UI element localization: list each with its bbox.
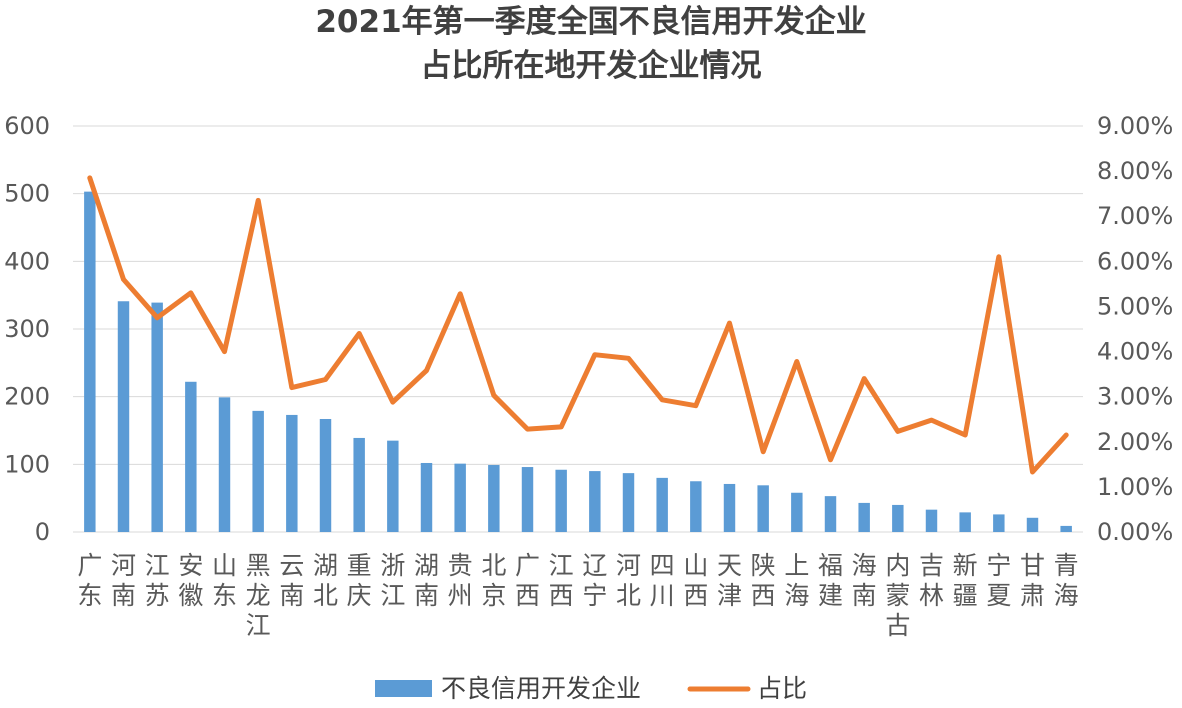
bar — [454, 463, 466, 532]
x-category-label: 天津 — [717, 551, 742, 610]
x-category-label: 浙江 — [380, 551, 405, 610]
x-category-label: 广东 — [77, 551, 102, 610]
legend-bar-label: 不良信用开发企业 — [441, 674, 641, 703]
bar — [117, 301, 130, 532]
legend-line-label: 占比 — [757, 674, 807, 703]
y-right-tick-label: 1.00% — [1097, 473, 1173, 501]
y-right-tick-label: 6.00% — [1097, 247, 1173, 275]
y-left-tick-label: 200 — [4, 383, 50, 411]
chart-subtitle: 占比所在地开发企业情况 — [420, 48, 762, 84]
bar — [1026, 517, 1039, 532]
bar — [993, 514, 1005, 532]
x-category-label: 贵州 — [448, 551, 473, 610]
bar — [218, 397, 231, 532]
bar — [252, 410, 264, 532]
bar — [1060, 525, 1072, 532]
x-category-label: 重庆 — [347, 551, 372, 610]
bar — [892, 504, 904, 532]
bar — [555, 469, 567, 532]
bar — [925, 509, 938, 532]
bar — [690, 481, 702, 532]
bar — [420, 462, 433, 532]
y-left-tick-label: 100 — [4, 450, 50, 478]
line-series-ratio — [87, 175, 1069, 475]
x-category-label: 四川 — [650, 551, 675, 610]
bar — [353, 437, 365, 532]
y-right-tick-label: 3.00% — [1097, 383, 1173, 411]
bar — [387, 440, 399, 532]
x-category-label: 内蒙古 — [885, 551, 910, 640]
bar — [151, 302, 163, 532]
bar — [824, 496, 837, 532]
chart-title: 2021年第一季度全国不良信用开发企业 — [315, 4, 867, 40]
bar — [791, 492, 803, 532]
x-category-label: 山西 — [683, 551, 708, 610]
y-right-tick-label: 5.00% — [1097, 292, 1173, 320]
bar — [723, 483, 736, 532]
y-right-tick-label: 4.00% — [1097, 338, 1173, 366]
y-left-tick-label: 0 — [35, 518, 50, 546]
x-category-label: 河北 — [616, 551, 641, 610]
x-category-label: 宁夏 — [986, 551, 1011, 610]
bar — [521, 467, 534, 532]
x-category-label: 陕西 — [751, 551, 776, 610]
x-category-label: 湖北 — [313, 551, 338, 610]
bar — [185, 381, 197, 532]
y-left-tick-label: 600 — [4, 112, 50, 140]
x-category-label: 黑龙江 — [246, 551, 271, 640]
y-left-tick-label: 400 — [4, 247, 50, 275]
y-right-tick-label: 7.00% — [1097, 202, 1173, 230]
x-category-label: 山东 — [212, 551, 237, 610]
x-category-label: 湖南 — [414, 551, 439, 610]
bar — [622, 473, 635, 532]
x-category-label: 新疆 — [953, 551, 978, 610]
x-category-label: 青海 — [1054, 551, 1079, 610]
x-category-label: 吉林 — [919, 551, 944, 610]
x-category-label: 北京 — [481, 551, 506, 610]
legend-bar-swatch — [375, 680, 432, 697]
bar — [858, 502, 870, 532]
x-category-label: 河南 — [111, 551, 136, 610]
bar — [757, 485, 769, 532]
x-category-label: 辽宁 — [582, 551, 607, 610]
bar — [286, 414, 298, 532]
x-category-label: 江苏 — [145, 551, 170, 610]
y-right-tick-label: 0.00% — [1097, 518, 1173, 546]
bar — [656, 477, 668, 532]
bar — [319, 418, 332, 532]
x-category-label: 江西 — [549, 551, 574, 610]
x-category-label: 甘肃 — [1020, 551, 1045, 610]
y-right-tick-label: 2.00% — [1097, 428, 1173, 456]
y-right-tick-label: 8.00% — [1097, 157, 1173, 185]
x-category-label: 上海 — [784, 551, 809, 610]
y-left-tick-label: 500 — [4, 180, 50, 208]
x-category-label: 福建 — [818, 551, 843, 610]
x-category-label: 安徽 — [178, 551, 203, 610]
bar — [488, 465, 500, 532]
bar — [589, 471, 601, 532]
y-left-tick-label: 300 — [4, 315, 50, 343]
bar — [959, 512, 971, 532]
x-category-label: 云南 — [279, 551, 304, 610]
x-category-label: 广西 — [515, 551, 540, 610]
bar — [84, 191, 96, 533]
y-right-tick-label: 9.00% — [1097, 112, 1173, 140]
x-category-label: 海南 — [852, 551, 877, 610]
